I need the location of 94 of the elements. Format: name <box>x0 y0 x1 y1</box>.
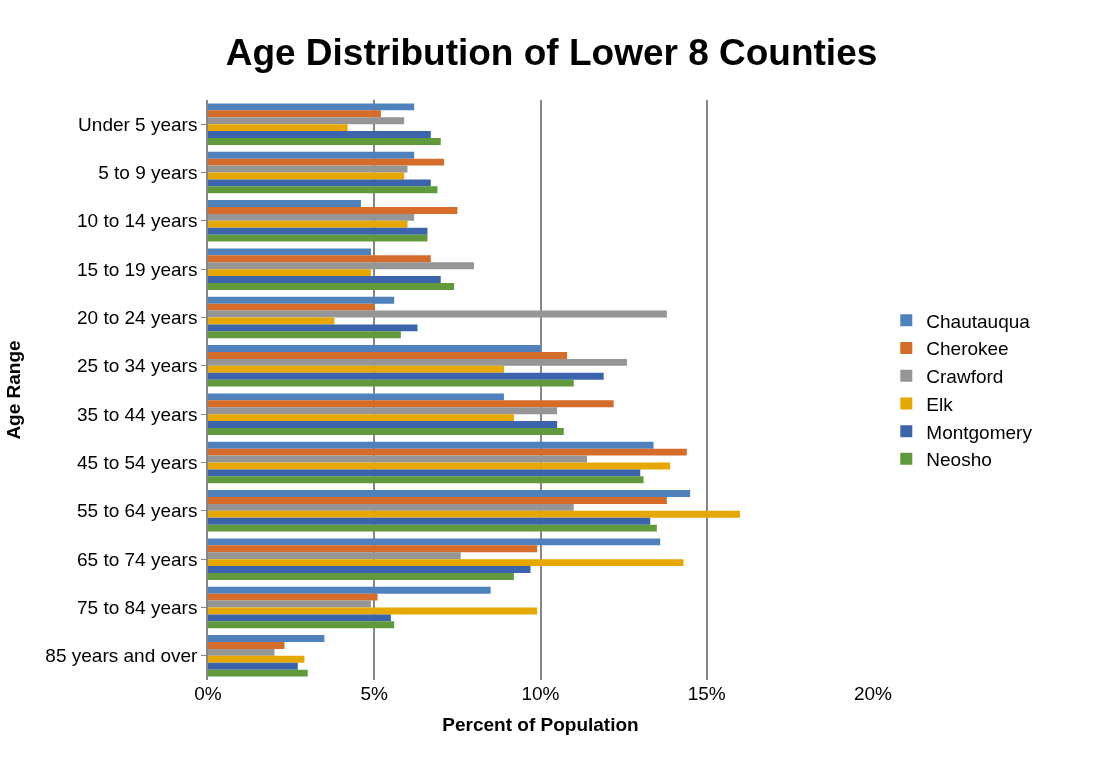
bar <box>208 303 375 311</box>
bar <box>208 517 651 525</box>
bar <box>208 428 564 435</box>
bar <box>208 421 558 429</box>
bar <box>208 600 371 608</box>
legend-label: Crawford <box>926 366 1004 388</box>
bar <box>208 186 438 194</box>
bar <box>208 124 348 132</box>
y-tick-label: Under 5 years <box>78 113 198 135</box>
y-tick-label: 35 to 44 years <box>77 403 198 425</box>
bar <box>208 220 408 228</box>
y-tick-label: 20 to 24 years <box>77 307 198 329</box>
legend-label: Chautauqua <box>926 310 1031 332</box>
bar <box>208 441 654 449</box>
bar <box>208 448 687 456</box>
bar <box>208 200 361 207</box>
y-tick-label: 25 to 34 years <box>77 355 198 377</box>
y-tick-label: 5 to 9 years <box>98 162 198 184</box>
bar <box>208 545 538 553</box>
bar <box>208 255 431 263</box>
bar <box>208 503 574 511</box>
bar <box>208 365 504 373</box>
bar <box>208 400 614 408</box>
bar <box>208 213 415 221</box>
bar <box>208 621 395 629</box>
bar <box>208 641 285 649</box>
y-tick-label: 15 to 19 years <box>77 258 198 280</box>
bar <box>208 496 667 504</box>
bar <box>208 248 371 256</box>
bar <box>208 351 568 359</box>
y-tick-label: 10 to 14 years <box>77 210 198 232</box>
bar <box>208 276 441 284</box>
bar <box>208 227 428 235</box>
bar <box>208 490 691 497</box>
bar <box>208 524 657 532</box>
bar <box>208 586 491 594</box>
bar <box>208 476 644 484</box>
bar <box>208 372 604 380</box>
bar <box>208 110 381 118</box>
bar <box>208 179 431 187</box>
legend-label: Montgomery <box>926 421 1033 443</box>
bar <box>208 648 275 656</box>
bar <box>208 283 455 290</box>
bar <box>208 324 418 332</box>
bar <box>208 103 415 111</box>
bar <box>208 510 740 518</box>
bar <box>208 552 461 560</box>
chart-title: Age Distribution of Lower 8 Counties <box>225 31 878 73</box>
bar <box>208 655 305 663</box>
x-tick-label: 0% <box>194 683 222 704</box>
x-tick-label: 20% <box>853 683 893 704</box>
bar <box>208 151 415 159</box>
bar <box>208 379 574 387</box>
bar <box>208 262 474 270</box>
bar <box>208 559 684 567</box>
bar <box>208 158 445 166</box>
bar <box>208 669 308 677</box>
bar <box>208 358 627 366</box>
bar <box>208 593 378 601</box>
bar <box>208 234 428 242</box>
x-tick-label: 5% <box>360 683 389 704</box>
y-tick-label: 85 years and over <box>45 645 199 667</box>
x-tick-label: 10% <box>521 683 560 704</box>
bar <box>208 393 504 401</box>
bar <box>208 614 391 622</box>
bar <box>208 345 541 352</box>
y-tick-label: 45 to 54 years <box>77 452 198 474</box>
bar <box>208 131 431 139</box>
y-tick-label: 75 to 84 years <box>77 597 198 619</box>
legend-label: Neosho <box>926 449 992 471</box>
bar <box>208 573 514 580</box>
bar <box>208 662 298 670</box>
bar <box>208 310 667 318</box>
bar <box>208 269 371 277</box>
x-axis-title: Percent of Population <box>442 713 639 735</box>
bar <box>208 566 531 574</box>
bar <box>208 296 395 304</box>
bar <box>208 165 408 173</box>
bar <box>208 455 588 463</box>
bar <box>208 635 325 642</box>
x-tick-label: 15% <box>687 683 726 704</box>
y-tick-label: 55 to 64 years <box>77 500 198 522</box>
y-tick-label: 65 to 74 years <box>77 548 198 570</box>
bar <box>208 206 458 214</box>
bar <box>208 538 661 546</box>
bar <box>208 469 641 477</box>
y-axis-title: Age Range <box>2 340 24 440</box>
bar <box>208 407 558 415</box>
bar <box>208 331 401 339</box>
bar <box>208 414 514 422</box>
legend-label: Cherokee <box>926 338 1009 360</box>
bar <box>208 138 441 145</box>
bar <box>208 117 405 125</box>
legend-label: Elk <box>926 393 954 415</box>
